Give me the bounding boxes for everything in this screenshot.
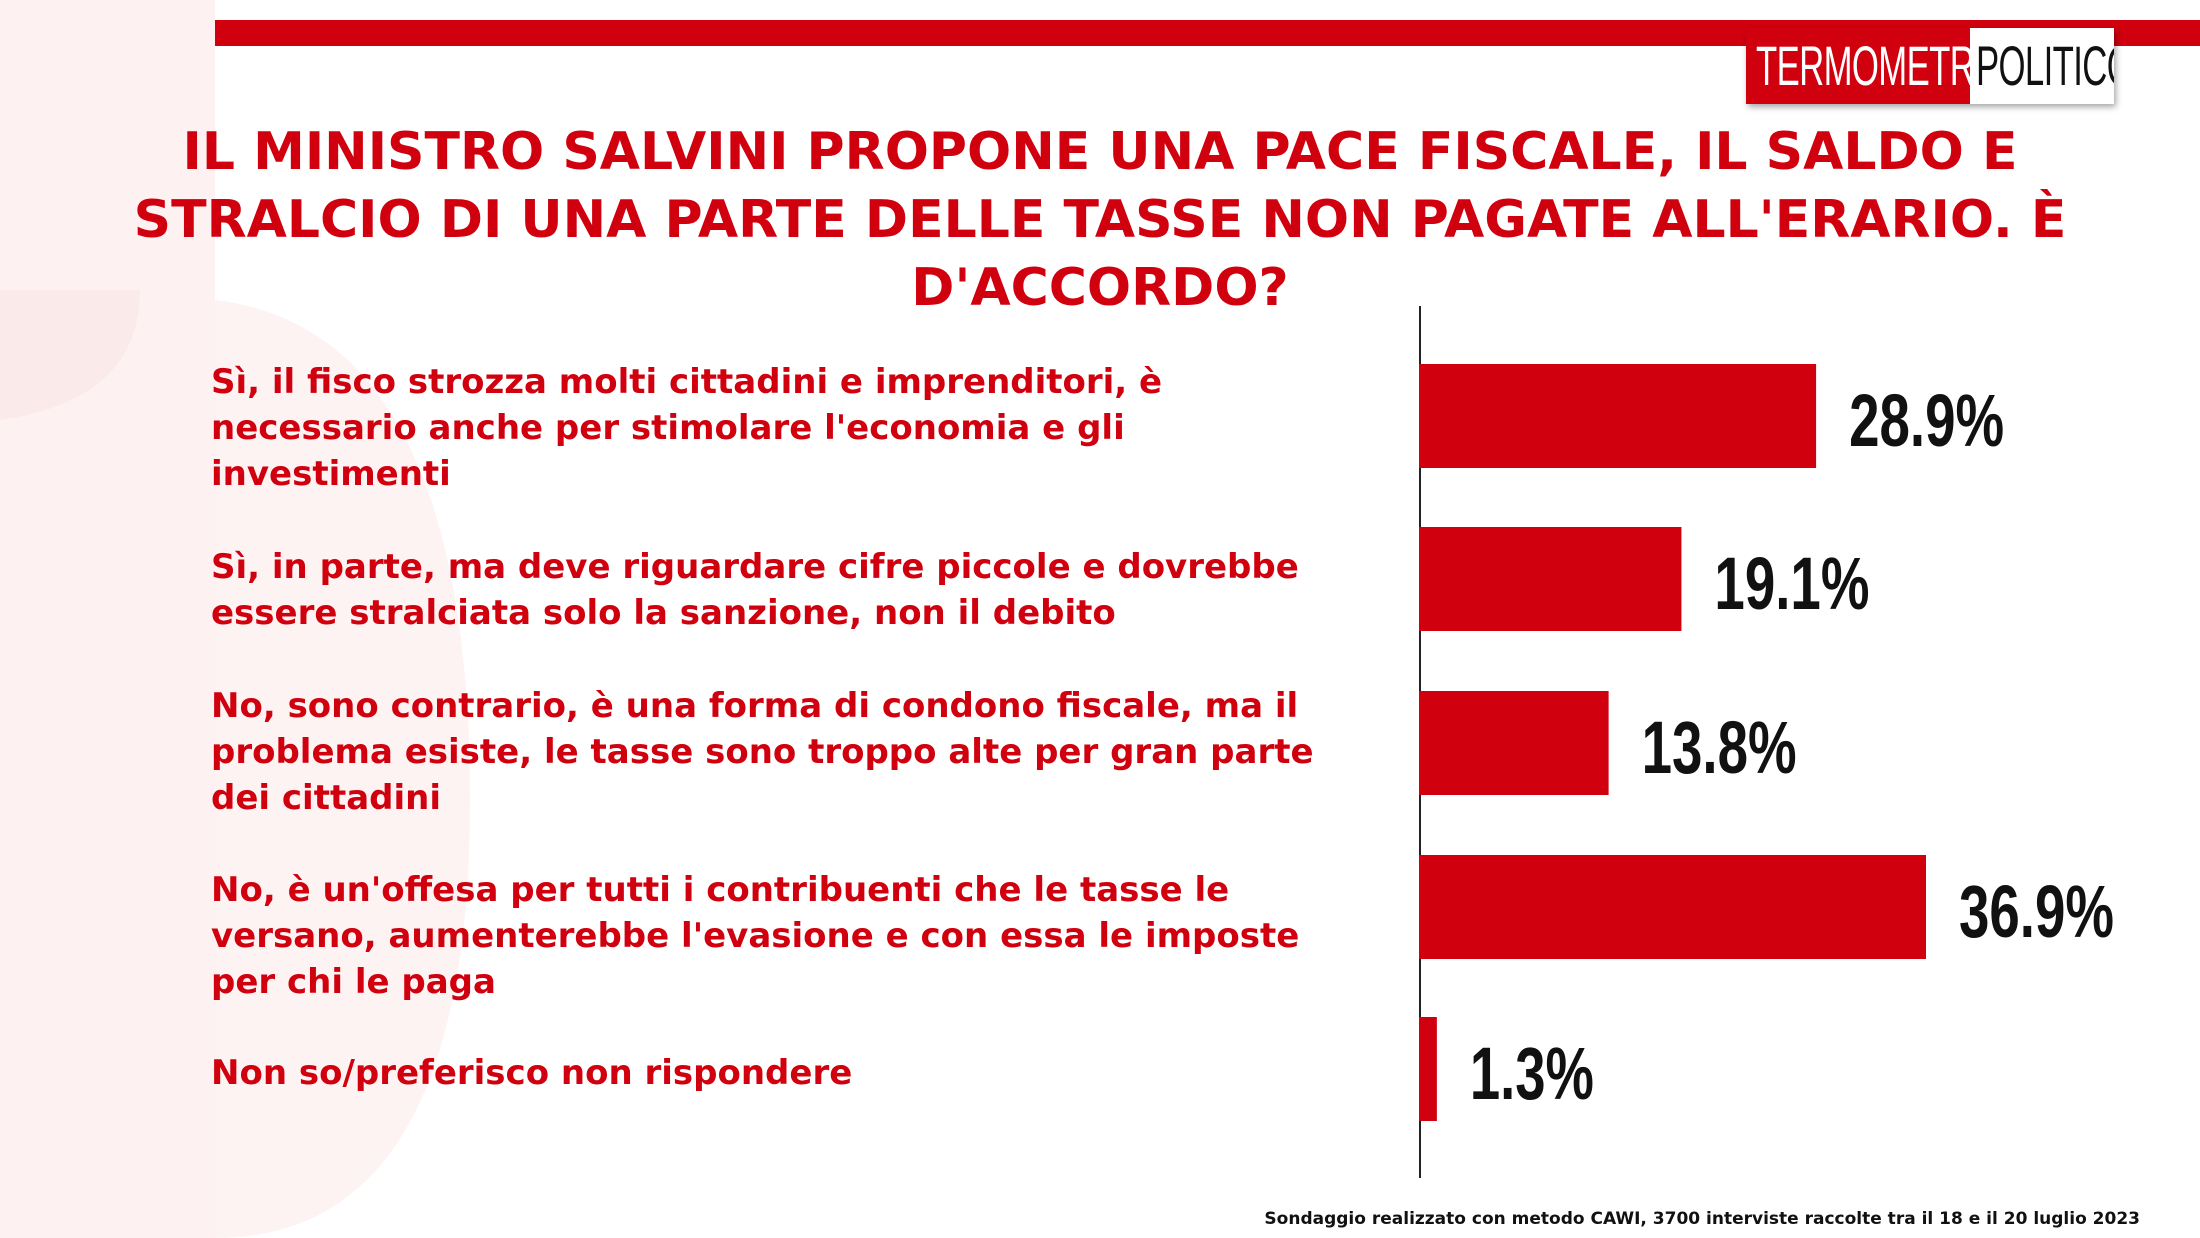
bar-3 bbox=[1419, 691, 1609, 795]
value-label-2: 19.1% bbox=[1714, 542, 1869, 625]
value-label-1: 28.9% bbox=[1849, 379, 2004, 462]
answer-label-3: No, sono contrario, è una forma di condo… bbox=[211, 686, 1314, 818]
answer-label-4: No, è un'offesa per tutti i contribuenti… bbox=[211, 870, 1300, 1002]
value-label-5: 1.3% bbox=[1470, 1032, 1594, 1115]
value-label-4: 36.9% bbox=[1959, 870, 2114, 953]
logo-part-termometro: TERMOMETRO bbox=[1746, 28, 1970, 104]
answer-label-1: Sì, il fisco strozza molti cittadini e i… bbox=[211, 362, 1163, 494]
answer-label-5: Non so/preferisco non rispondere bbox=[211, 1053, 853, 1093]
bar-4 bbox=[1419, 855, 1927, 959]
chart-title: IL MINISTRO SALVINI PROPONE UNA PACE FIS… bbox=[133, 122, 2067, 318]
answer-label-2: Sì, in parte, ma deve riguardare cifre p… bbox=[211, 547, 1299, 633]
survey-methodology-note: Sondaggio realizzato con metodo CAWI, 37… bbox=[1264, 1209, 2140, 1229]
background-watermark bbox=[0, 0, 470, 1238]
value-label-3: 13.8% bbox=[1642, 706, 1797, 789]
bar-chart: 28.9% 19.1% 13.8% 36.9% 1.3% bbox=[1419, 306, 2114, 1178]
bar-2 bbox=[1419, 527, 1682, 631]
logo-part-politico: POLITICO bbox=[1970, 28, 2114, 104]
termometro-politico-logo: TERMOMETRO POLITICO bbox=[1746, 28, 2114, 104]
bar-5 bbox=[1419, 1017, 1437, 1121]
bar-1 bbox=[1419, 364, 1817, 468]
